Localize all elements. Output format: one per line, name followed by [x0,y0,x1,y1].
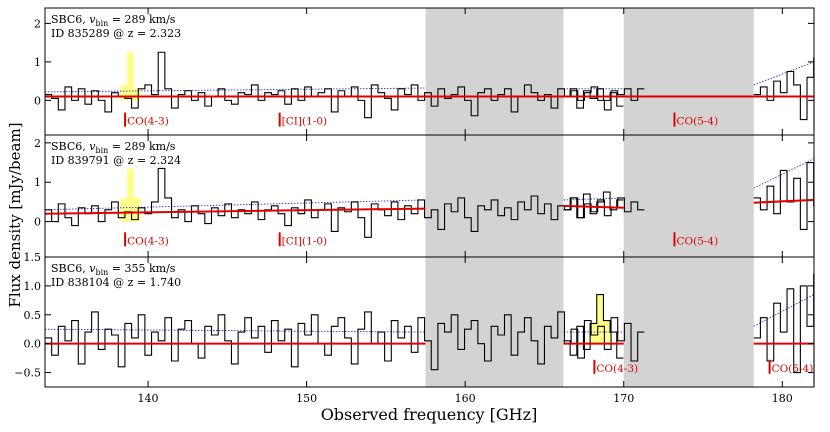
panel-2: CO(4-3) [CI](1-0) CO(5-4) 0 1 2 SBC6, vbin = 2… [34,134,815,258]
y-tick-label-5: 1.5 [24,251,42,264]
panel-frame [44,256,815,388]
masked-band-1 [425,257,564,387]
continuum-line-1 [44,207,426,215]
spectrum-segment-1 [45,51,645,119]
rms-line-1 [44,87,426,93]
line-label-1: CO(4-3) [127,116,169,128]
masked-band-2 [623,257,754,387]
spectrum-segment-2 [563,191,624,219]
line-label-3: CO(5-4) [676,116,718,128]
panel-title-line1: SBC6, vbin = 289 km/s [51,140,176,155]
rms-line-3 [753,294,815,327]
spectrum-segment-1 [45,311,645,371]
y-tick-label-2: 1 [34,176,41,189]
y-tick-label-2: 1 [34,56,41,69]
y-axis-label: Flux density [mJy/beam] [6,122,24,307]
spectrum-segment-3 [753,161,815,257]
panel-title-line2: ID 835289 @ z = 2.323 [51,27,181,40]
line-label-3: CO(5-4) [676,235,718,247]
line-emission-highlight [120,52,141,101]
y-tick-label-1: −0.5 [14,367,41,380]
y-tick-label-4: 1.0 [24,280,42,293]
y-tick-label-1: 0 [34,94,41,107]
panel-title-line2: ID 838104 @ z = 1.740 [51,276,181,289]
line-emission-highlight [590,294,611,344]
panel-title-line2: ID 839791 @ z = 2.324 [51,154,181,167]
y-tick-label-2: 0.0 [24,338,42,351]
spectrum-segment-3 [753,273,815,385]
continuum-line-2 [563,204,624,209]
y-tick-label-3: 2 [34,17,41,30]
y-tick-label-1: 0 [34,216,41,229]
masked-band-1 [425,8,564,135]
x-tick-label-4: 170 [613,392,634,405]
x-axis-label: Observed frequency [GHz] [321,405,538,424]
y-tick-label-3: 0.5 [24,309,42,322]
rms-line-3 [753,158,815,189]
spectrum-segment-2 [563,294,624,359]
rms-line-1 [44,199,426,211]
rms-line-2 [563,197,624,201]
spectrum-segment-2 [563,88,624,109]
panel-title-line1: SBC6, vbin = 289 km/s [51,13,176,28]
x-tick-label-1: 140 [138,392,159,405]
x-tick-label-5: 180 [772,392,793,405]
masked-band-1 [425,135,564,257]
line-label-1: CO(4-3) [596,363,638,375]
y-tick-label-3: 2 [34,137,41,150]
line-label-2: [CI](1-0) [282,235,327,247]
panel-3: CO(4-3) CO(5-4) −0.5 0.0 0.5 1.0 1.5 SBC6, vbin… [14,251,815,388]
line-label-2: CO(5-4) [772,363,814,375]
masked-band-2 [623,8,754,135]
line-label-2: [CI](1-0) [282,116,327,128]
panel-title-line1: SBC6, vbin = 355 km/s [51,262,176,277]
line-emission-highlight [120,168,141,222]
line-label-1: CO(4-3) [127,235,169,247]
spectrum-segment-3 [753,57,815,132]
masked-band-2 [623,135,754,257]
rms-line-3 [753,61,815,86]
panel-1: CO(4-3) [CI](1-0) CO(5-4) 0 1 2 SBC6, vbin = 2… [34,7,815,136]
rms-line-1 [44,328,426,333]
continuum-line-3 [753,198,815,204]
x-tick-label-2: 150 [296,392,317,405]
x-tick-label-3: 160 [455,392,476,405]
